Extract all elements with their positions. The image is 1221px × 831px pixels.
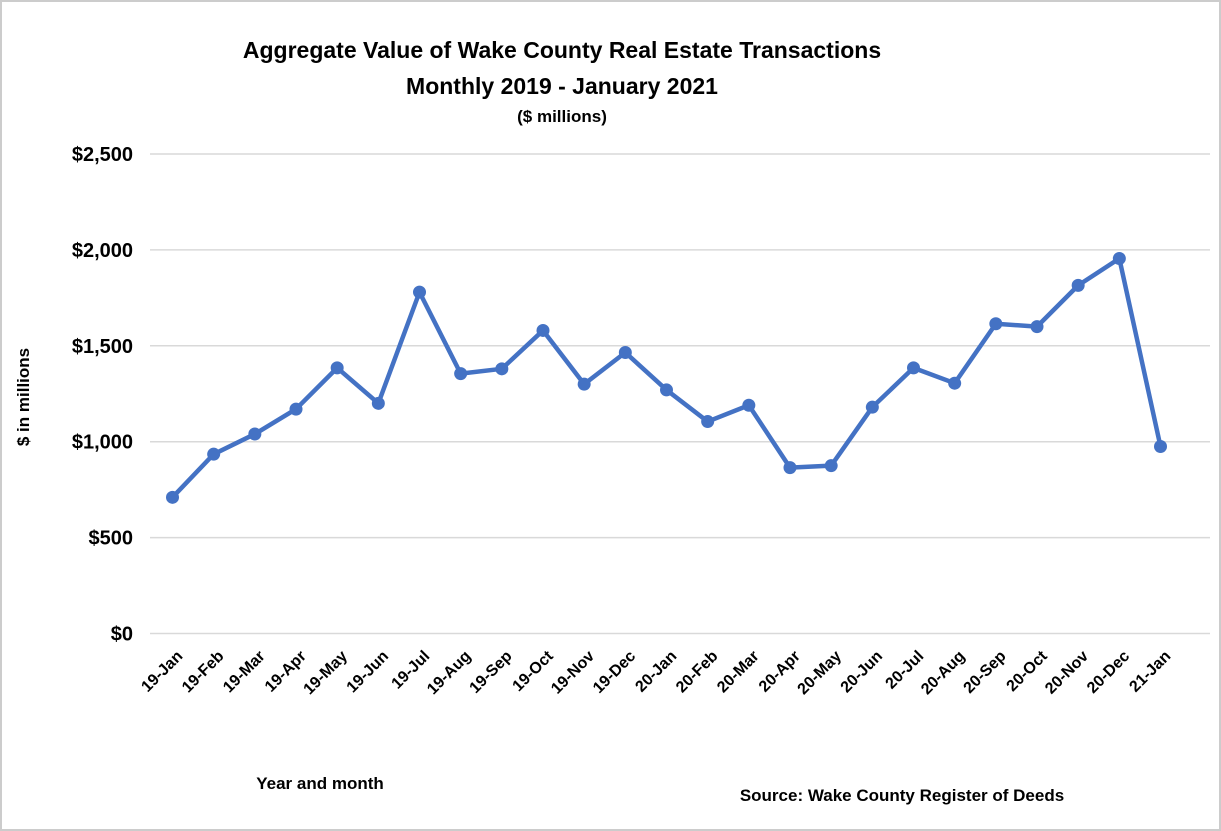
x-axis-title: Year and month: [256, 774, 384, 793]
y-tick-label: $1,500: [72, 336, 133, 358]
data-point-marker: [1071, 278, 1085, 292]
x-tick-label: 19-Jun: [344, 648, 392, 696]
x-tick-label: 19-Dec: [590, 648, 639, 697]
x-tick-label: 19-Aug: [424, 648, 474, 698]
data-point-marker: [1154, 439, 1167, 453]
x-tick-label: 21-Jan: [1126, 648, 1174, 696]
data-point-marker: [536, 323, 550, 337]
data-point-marker: [742, 398, 756, 412]
data-point-marker: [783, 461, 797, 475]
data-point-marker: [166, 490, 179, 504]
data-point-marker: [1030, 320, 1044, 334]
data-point-marker: [248, 427, 262, 441]
x-tick-label: 20-Jan: [632, 648, 680, 696]
data-point-marker: [207, 447, 221, 461]
data-point-marker: [824, 459, 838, 473]
y-tick-label: $0: [111, 624, 133, 646]
x-tick-label: 20-Nov: [1042, 648, 1092, 698]
data-point-marker: [907, 361, 920, 375]
data-point-marker: [701, 415, 715, 429]
chart-units-note: ($ millions): [517, 107, 607, 126]
data-point-marker: [371, 396, 385, 410]
x-tick-label: 20-Dec: [1084, 648, 1133, 697]
y-tick-label: $500: [89, 528, 134, 550]
chart-subtitle: Monthly 2019 - January 2021: [406, 73, 718, 99]
data-point-marker: [618, 346, 632, 360]
x-tick-label: 20-Aug: [918, 648, 968, 698]
y-tick-label: $1,000: [72, 432, 133, 454]
data-point-marker: [865, 400, 879, 414]
data-point-marker: [989, 317, 1003, 331]
chart-title: Aggregate Value of Wake County Real Esta…: [242, 37, 882, 63]
data-point-marker: [660, 383, 673, 397]
series-line: [170, 256, 1163, 500]
data-point-marker: [577, 377, 591, 391]
data-point-marker: [495, 362, 509, 376]
x-tick-label: 20-Feb: [673, 648, 722, 697]
data-point-marker: [289, 402, 303, 416]
x-tick-label: 19-Feb: [179, 648, 228, 697]
x-tick-label: 19-Mar: [220, 648, 268, 696]
data-point-marker: [1112, 252, 1126, 266]
data-point-marker: [948, 376, 962, 390]
y-tick-label: $2,000: [72, 240, 133, 262]
x-tick-label: 20-Mar: [714, 648, 762, 696]
x-tick-label: 19-Nov: [548, 648, 598, 698]
source-note: Source: Wake County Register of Deeds: [739, 786, 1065, 805]
chart-title-block: Aggregate Value of Wake County Real Esta…: [162, 32, 962, 130]
data-point-marker: [413, 285, 426, 299]
x-tick-label: 20-Jun: [838, 648, 886, 696]
x-tick-label: 20-May: [795, 648, 845, 698]
data-point-marker: [454, 367, 468, 381]
x-tick-label: 19-May: [301, 648, 351, 698]
x-tick-label: 20-Sep: [961, 648, 1010, 697]
data-point-marker: [330, 361, 344, 375]
x-tick-label: 19-Jan: [138, 648, 186, 696]
y-tick-label: $2,500: [72, 144, 133, 166]
x-tick-label: 19-Sep: [467, 648, 516, 697]
